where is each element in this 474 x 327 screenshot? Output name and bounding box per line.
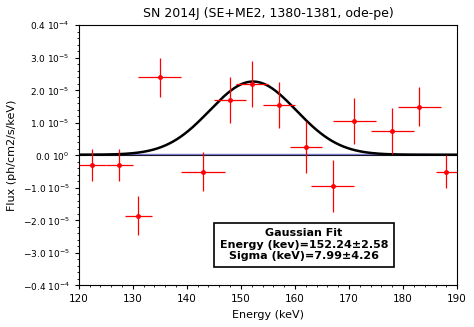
Y-axis label: Flux (ph/cm2/s/keV): Flux (ph/cm2/s/keV) — [7, 100, 17, 211]
Title: SN 2014J (SE+ME2, 1380-1381, ode-pe): SN 2014J (SE+ME2, 1380-1381, ode-pe) — [143, 7, 393, 20]
X-axis label: Energy (keV): Energy (keV) — [232, 310, 304, 320]
Text: Gaussian Fit
Energy (kev)=152.24±2.58
Sigma (keV)=7.99±4.26: Gaussian Fit Energy (kev)=152.24±2.58 Si… — [219, 228, 388, 261]
